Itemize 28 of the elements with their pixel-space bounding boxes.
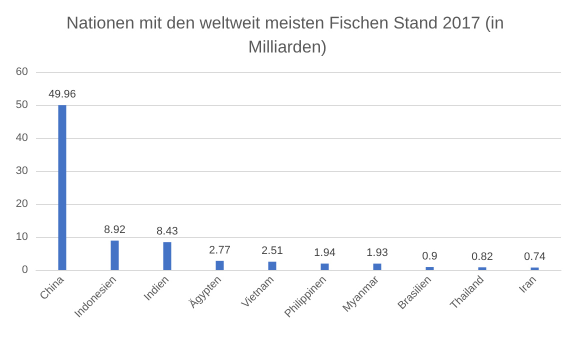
data-label: 1.94 xyxy=(314,247,336,260)
y-tick-label: 30 xyxy=(16,165,28,177)
data-label: 0.9 xyxy=(422,250,438,263)
bar xyxy=(216,260,224,270)
data-label: 2.51 xyxy=(262,245,283,258)
data-label: 0.82 xyxy=(472,250,493,263)
y-tick-label: 50 xyxy=(16,99,28,111)
data-label: 1.93 xyxy=(366,247,388,260)
bar xyxy=(478,267,486,270)
data-label: 2.77 xyxy=(209,244,230,256)
bar xyxy=(110,240,119,270)
chart-title: Nationen mit den weltweit meisten Fischen Stand 2017 (in Milliarden) xyxy=(66,14,509,56)
data-label: 49.96 xyxy=(48,88,76,101)
data-label: 8.92 xyxy=(104,224,126,236)
bar xyxy=(320,264,329,270)
y-tick-label: 60 xyxy=(16,66,28,78)
bar xyxy=(58,105,66,270)
y-tick-label: 10 xyxy=(16,231,28,243)
bar xyxy=(268,262,276,270)
data-label: 8.43 xyxy=(156,226,178,238)
bar xyxy=(426,267,434,270)
bar xyxy=(373,264,382,270)
x-tick-label: Iran xyxy=(517,274,539,296)
y-tick-label: 0 xyxy=(22,264,28,276)
y-tick-label: 40 xyxy=(16,132,28,144)
data-label: 0.74 xyxy=(524,251,546,264)
bar xyxy=(163,242,172,270)
y-tick-label: 20 xyxy=(16,198,28,210)
